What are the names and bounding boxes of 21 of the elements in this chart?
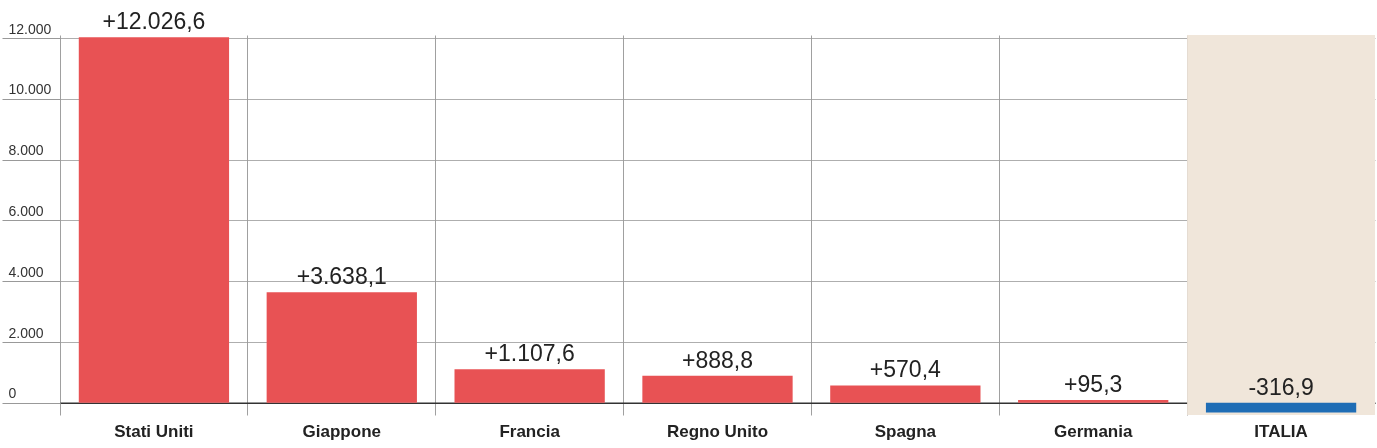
y-tick-label: 6.000	[8, 202, 44, 219]
data-label: +95,3	[1064, 370, 1123, 397]
data-label: +570,4	[869, 356, 942, 383]
x-tick-label: ITALIA	[1254, 421, 1308, 441]
y-tick-label: 8.000	[8, 142, 44, 159]
x-tick-label: Germania	[1054, 421, 1133, 441]
y-tick-label: 12.000	[8, 20, 52, 37]
y-tick-label: 4.000	[8, 263, 44, 280]
y-tick-label: 0	[8, 385, 17, 402]
y-tick-label: 10.000	[8, 81, 52, 98]
data-label: -316,9	[1248, 373, 1314, 400]
data-label: +888,8	[682, 346, 753, 373]
x-tick-label: Spagna	[874, 421, 937, 441]
x-tick-label: Francia	[499, 421, 561, 441]
data-label: +3.638,1	[296, 263, 387, 290]
x-tick-label: Regno Unito	[666, 421, 769, 441]
data-label: +12.026,6	[102, 8, 206, 35]
x-tick-label: Giappone	[302, 421, 381, 441]
data-label: +1.107,6	[484, 340, 575, 367]
y-tick-label: 2.000	[8, 324, 44, 341]
x-tick-label: Stati Uniti	[114, 421, 194, 441]
